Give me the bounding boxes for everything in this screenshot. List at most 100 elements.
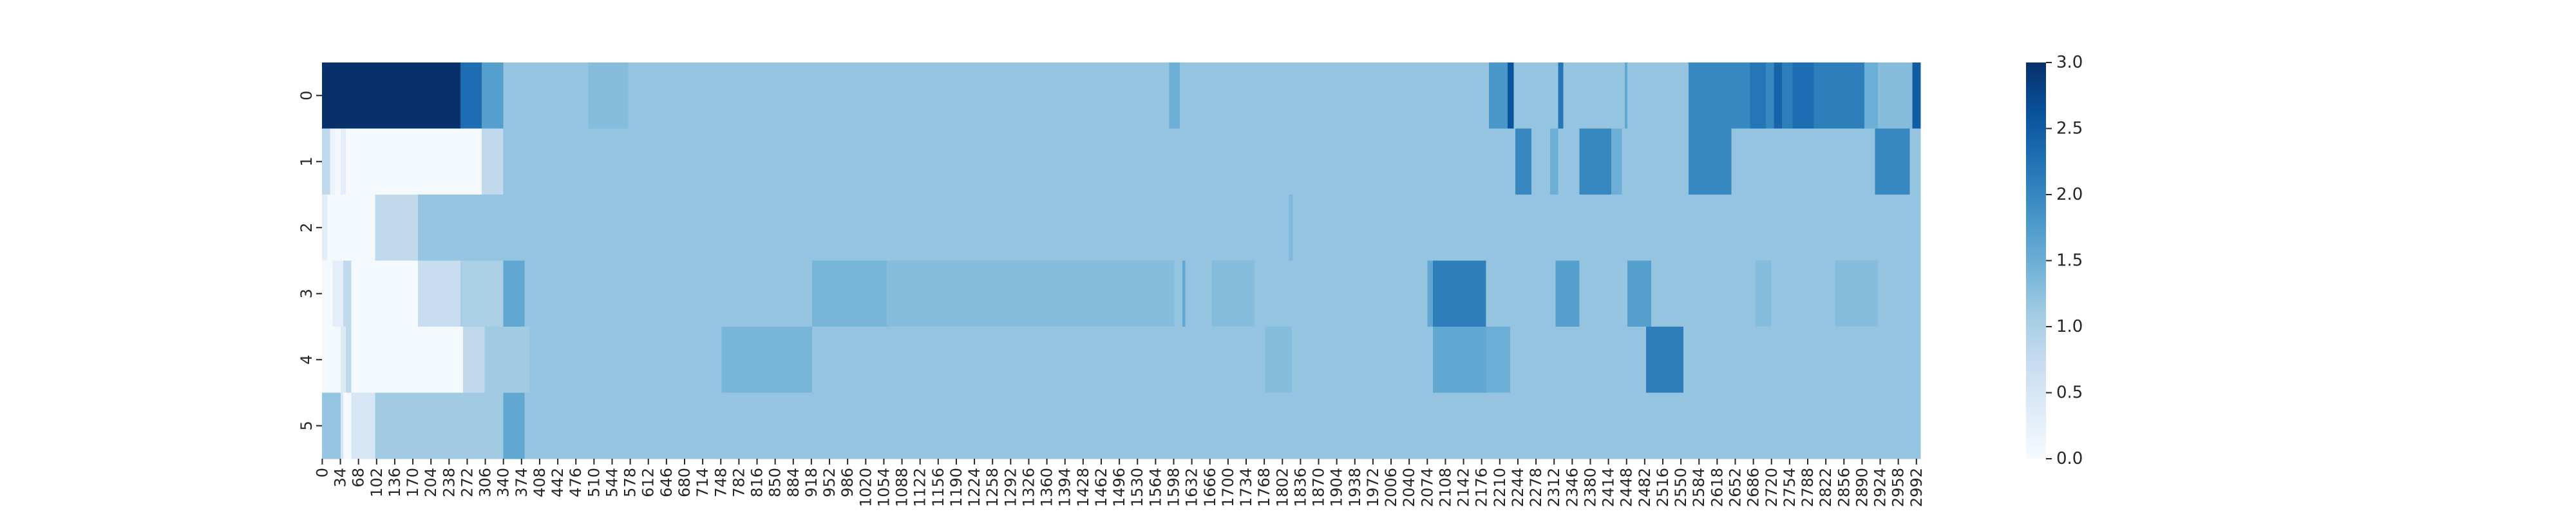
x-tick-label-2108: 2108 — [1436, 468, 1454, 507]
heatmap-cell-r3-s12 — [1185, 260, 1213, 327]
x-tick-label-1802: 1802 — [1273, 468, 1291, 507]
x-tick-label-2686: 2686 — [1745, 468, 1763, 507]
x-tick-label-884: 884 — [784, 468, 802, 497]
heatmap-cell-r0-s19 — [1781, 62, 1793, 129]
x-tick-label-816: 816 — [748, 468, 766, 497]
x-tick-label-102: 102 — [368, 468, 386, 497]
heatmap-cell-r0-s13 — [1624, 62, 1628, 129]
heatmap-cell-r0-s22 — [1864, 62, 1879, 129]
x-tick-label-340: 340 — [495, 468, 513, 497]
heatmap-cell-r3-s26 — [1877, 260, 1921, 327]
x-tick-label-578: 578 — [621, 468, 639, 497]
x-tick-label-2278: 2278 — [1527, 468, 1545, 507]
colorbar-tick-label-0.5: 0.5 — [2056, 383, 2083, 403]
x-tick-label-1632: 1632 — [1183, 468, 1201, 507]
heatmap-cell-r3-s3 — [351, 260, 419, 327]
colorbar-gradient — [2026, 62, 2046, 459]
heatmap-cell-r3-s22 — [1685, 260, 1756, 327]
heatmap-cell-r2-s3 — [375, 195, 419, 261]
y-tick-label-0: 0 — [298, 91, 316, 101]
heatmap-cell-r3-s11 — [1182, 260, 1186, 327]
x-tick-label-272: 272 — [458, 468, 476, 497]
x-tick-label-544: 544 — [603, 468, 621, 497]
x-tick-label-2584: 2584 — [1690, 468, 1708, 507]
heatmap-cell-r0-s1 — [460, 62, 482, 129]
x-tick-label-1496: 1496 — [1110, 468, 1128, 507]
heatmap-cell-r1-s14 — [1689, 128, 1732, 195]
x-tick-label-2958: 2958 — [1889, 468, 1908, 507]
heatmap-cell-r1-s7 — [1515, 128, 1532, 195]
heatmap-cell-r4-s5 — [484, 327, 531, 393]
heatmap-cell-r1-s5 — [482, 128, 504, 195]
heatmap-cell-r4-s9 — [1265, 327, 1293, 393]
x-tick-label-2312: 2312 — [1545, 468, 1563, 507]
heatmap-cell-r4-s0 — [322, 327, 341, 393]
heatmap-cell-r3-s4 — [417, 260, 461, 327]
heatmap-cell-r3-s2 — [343, 260, 352, 327]
heatmap-cell-r0-s17 — [1766, 62, 1774, 129]
x-tick-label-1428: 1428 — [1074, 468, 1092, 507]
x-tick-label-1700: 1700 — [1219, 468, 1237, 507]
x-tick-label-1768: 1768 — [1255, 468, 1273, 507]
heatmap-cell-r5-s3 — [351, 392, 376, 459]
heatmap-cell-r1-s4 — [346, 128, 482, 195]
heatmap-cell-r4-s1 — [340, 327, 346, 393]
heatmap-cell-r1-s11 — [1579, 128, 1612, 195]
heatmap-cell-r3-s7 — [524, 260, 813, 327]
heatmap-cell-r3-s23 — [1755, 260, 1772, 327]
heatmap-cell-r0-s11 — [1558, 62, 1564, 129]
x-tick-label-1530: 1530 — [1128, 468, 1146, 507]
heatmap-cell-r5-s4 — [375, 392, 504, 459]
heatmap-cell-r3-s17 — [1486, 260, 1556, 327]
x-tick-label-2822: 2822 — [1817, 468, 1835, 507]
y-tick-label-2: 2 — [298, 223, 316, 233]
x-tick-label-646: 646 — [658, 468, 676, 497]
x-tick-label-2210: 2210 — [1491, 468, 1509, 507]
heatmap-cell-r3-s16 — [1432, 260, 1487, 327]
x-tick-label-306: 306 — [477, 468, 495, 497]
y-tick-label-1: 1 — [298, 157, 316, 166]
x-tick-label-748: 748 — [712, 468, 730, 497]
x-tick-label-1394: 1394 — [1056, 468, 1074, 507]
x-tick-label-680: 680 — [676, 468, 694, 497]
y-tick-label-5: 5 — [298, 421, 316, 430]
heatmap-cell-r0-s16 — [1750, 62, 1766, 129]
heatmap-cell-r4-s11 — [1432, 327, 1487, 393]
heatmap-cell-r5-s0 — [322, 392, 341, 459]
x-tick-label-986: 986 — [838, 468, 857, 497]
x-tick-label-2074: 2074 — [1418, 468, 1436, 507]
heatmap-cell-r4-s10 — [1291, 327, 1434, 393]
x-tick-label-1258: 1258 — [983, 468, 1001, 507]
x-tick-label-1836: 1836 — [1291, 468, 1309, 507]
heatmap-cell-r3-s25 — [1835, 260, 1879, 327]
x-tick-label-1666: 1666 — [1201, 468, 1219, 507]
x-tick-label-170: 170 — [404, 468, 422, 497]
x-tick-label-2652: 2652 — [1727, 468, 1745, 507]
x-tick-label-2380: 2380 — [1581, 468, 1599, 507]
heatmap-cell-r2-s5 — [1289, 195, 1293, 261]
x-tick-label-918: 918 — [802, 468, 820, 497]
heatmap-cell-r3-s10 — [1174, 260, 1183, 327]
heatmap-cell-r0-s6 — [1169, 62, 1180, 129]
heatmap-cell-r3-s19 — [1579, 260, 1628, 327]
heatmap-cell-r0-s8 — [1488, 62, 1508, 129]
x-tick-label-714: 714 — [694, 468, 712, 497]
x-tick-label-0: 0 — [313, 468, 331, 477]
heatmap-cell-r3-s13 — [1211, 260, 1255, 327]
heatmap-cell-r3-s15 — [1427, 260, 1434, 327]
x-tick-label-850: 850 — [766, 468, 784, 497]
x-tick-label-1462: 1462 — [1092, 468, 1110, 507]
x-tick-label-2516: 2516 — [1654, 468, 1672, 507]
x-tick-label-1156: 1156 — [929, 468, 947, 507]
heatmap-cell-r1-s17 — [1909, 128, 1921, 195]
x-axis: 0 34 68 102 136 170 204 238 272 306 340 374 408 442 47… — [313, 459, 1926, 507]
heatmap-cell-r1-s3 — [340, 128, 346, 195]
heatmap-cell-r1-s0 — [322, 128, 330, 195]
x-tick-label-1598: 1598 — [1164, 468, 1182, 507]
heatmap-cell-r0-s0 — [322, 62, 461, 129]
heatmap-cell-r1-s6 — [503, 128, 1516, 195]
x-tick-label-1564: 1564 — [1146, 468, 1164, 507]
x-tick-label-2346: 2346 — [1563, 468, 1581, 507]
heatmap-cell-r0-s9 — [1507, 62, 1515, 129]
